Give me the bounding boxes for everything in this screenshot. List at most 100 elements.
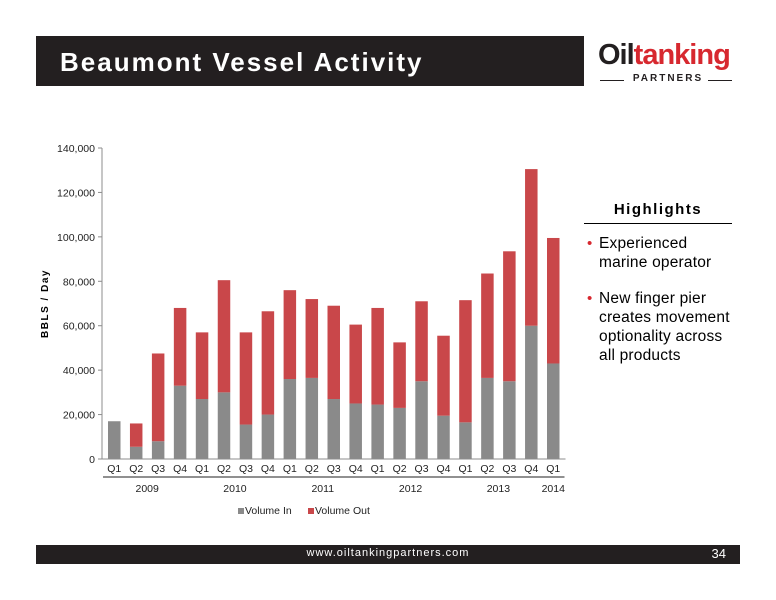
bar-volume-out: [129, 423, 143, 447]
slide-title: Beaumont Vessel Activity: [60, 47, 424, 77]
bar-volume-in: [415, 381, 428, 459]
bar-volume-in: [239, 424, 253, 459]
bar-volume-out: [503, 251, 516, 382]
x-tick-label: Q3: [327, 463, 341, 475]
logo-rule-right: [708, 80, 732, 81]
bar-volume-in: [305, 377, 319, 459]
highlights-panel: Highlights • Experienced marine operator …: [584, 200, 732, 382]
legend-label-volume-in: Volume In: [245, 505, 292, 517]
highlights-title: Highlights: [584, 200, 732, 224]
bullet-icon: •: [587, 290, 593, 307]
x-tick-label: Q1: [107, 463, 121, 475]
bar-volume-out: [195, 332, 209, 400]
bar-volume-in: [349, 403, 362, 459]
highlight-text: Experienced marine operator: [599, 235, 712, 271]
bar-volume-out: [459, 300, 472, 423]
year-label: 2009: [135, 483, 159, 495]
oiltanking-logo: Oiltanking PARTNERS: [598, 38, 732, 88]
bar-volume-out: [393, 342, 406, 408]
year-label: 2011: [311, 483, 334, 495]
x-tick-label: Q1: [283, 463, 297, 475]
logo-rule-left: [600, 80, 624, 81]
bar-volume-out: [437, 335, 450, 416]
bar-volume-in: [393, 407, 406, 459]
legend-swatch-volume-in: [238, 508, 244, 514]
bar-volume-in: [459, 422, 472, 459]
logo-partners-text: PARTNERS: [632, 73, 704, 84]
x-tick-label: Q4: [173, 463, 187, 475]
x-tick-label: Q3: [151, 463, 165, 475]
x-tick-label: Q2: [217, 463, 231, 475]
y-tick-label: 140,000: [57, 143, 95, 155]
bar-volume-out: [217, 280, 231, 393]
y-tick-label: 60,000: [63, 321, 95, 333]
logo-subline: PARTNERS: [598, 73, 732, 87]
highlights-list: • Experienced marine operator • New finger…: [584, 234, 732, 365]
highlight-item: • Experienced marine operator: [584, 234, 732, 272]
bar-volume-out: [371, 307, 384, 405]
y-axis-label: BBLS / Day: [40, 269, 51, 338]
x-tick-label: Q2: [480, 463, 494, 475]
bar-volume-out: [305, 299, 319, 378]
x-tick-label: Q4: [261, 463, 275, 475]
bar-volume-out: [481, 273, 494, 378]
y-tick-label: 100,000: [57, 232, 95, 244]
y-tick-label: 0: [89, 454, 95, 466]
bar-volume-in: [547, 363, 560, 459]
y-tick-label: 20,000: [63, 410, 95, 422]
footer-bar: www.oiltankingpartners.com 34: [36, 545, 740, 564]
bar-volume-in: [261, 414, 275, 459]
bar-volume-out: [327, 305, 340, 400]
bar-volume-in: [481, 377, 494, 459]
legend-label-volume-out: Volume Out: [315, 505, 370, 517]
logo-oil-text: Oil: [598, 39, 635, 71]
legend-swatch-volume-out: [308, 508, 314, 514]
y-tick-label: 120,000: [57, 187, 95, 199]
y-tick-label: 40,000: [63, 365, 95, 377]
bar-volume-out: [151, 353, 165, 442]
year-label: 2014: [542, 483, 566, 495]
x-tick-label: Q1: [546, 463, 560, 475]
bar-volume-in: [173, 385, 187, 459]
bar-volume-out: [547, 237, 560, 364]
x-tick-label: Q4: [349, 463, 363, 475]
bar-volume-in: [283, 379, 297, 459]
x-tick-label: Q2: [129, 463, 143, 475]
highlight-text: New finger pier creates movement optiona…: [599, 290, 730, 364]
logo-tanking-text: tanking: [633, 39, 731, 71]
logo-wordmark: Oiltanking: [598, 38, 731, 72]
x-tick-label: Q2: [393, 463, 407, 475]
bar-volume-out: [349, 324, 362, 404]
bar-volume-out: [173, 307, 187, 386]
title-bar: Beaumont Vessel Activity: [36, 36, 584, 86]
x-tick-label: Q3: [415, 463, 429, 475]
x-tick-label: Q1: [195, 463, 209, 475]
bar-volume-out: [525, 169, 538, 326]
x-tick-label: Q3: [239, 463, 253, 475]
x-tick-label: Q4: [524, 463, 538, 475]
highlight-item: • New finger pier creates movement option…: [584, 289, 732, 365]
bar-volume-in: [327, 399, 340, 459]
footer-url: www.oiltankingpartners.com: [306, 547, 470, 559]
bar-volume-out: [239, 332, 253, 425]
bullet-icon: •: [587, 235, 593, 252]
bar-volume-in: [108, 421, 121, 459]
year-label: 2010: [223, 483, 247, 495]
bar-volume-in: [129, 446, 143, 459]
x-tick-label: Q3: [502, 463, 516, 475]
bar-volume-in: [503, 381, 516, 459]
page-number: 34: [711, 546, 726, 561]
x-tick-label: Q4: [436, 463, 450, 475]
bar-volume-in: [195, 399, 209, 459]
x-tick-label: Q1: [371, 463, 385, 475]
year-label: 2013: [487, 483, 511, 495]
bar-volume-in: [525, 325, 538, 459]
bar-volume-out: [415, 301, 428, 382]
year-label: 2012: [399, 483, 423, 495]
bar-volume-in: [437, 415, 450, 459]
bar-volume-in: [217, 392, 231, 459]
vessel-activity-chart: 0 20,000 40,000 60,000 80,000 100,000 120,000 1…: [40, 143, 566, 517]
bar-volume-out: [261, 311, 275, 415]
x-tick-label: Q1: [458, 463, 472, 475]
bar-volume-in: [371, 404, 384, 459]
